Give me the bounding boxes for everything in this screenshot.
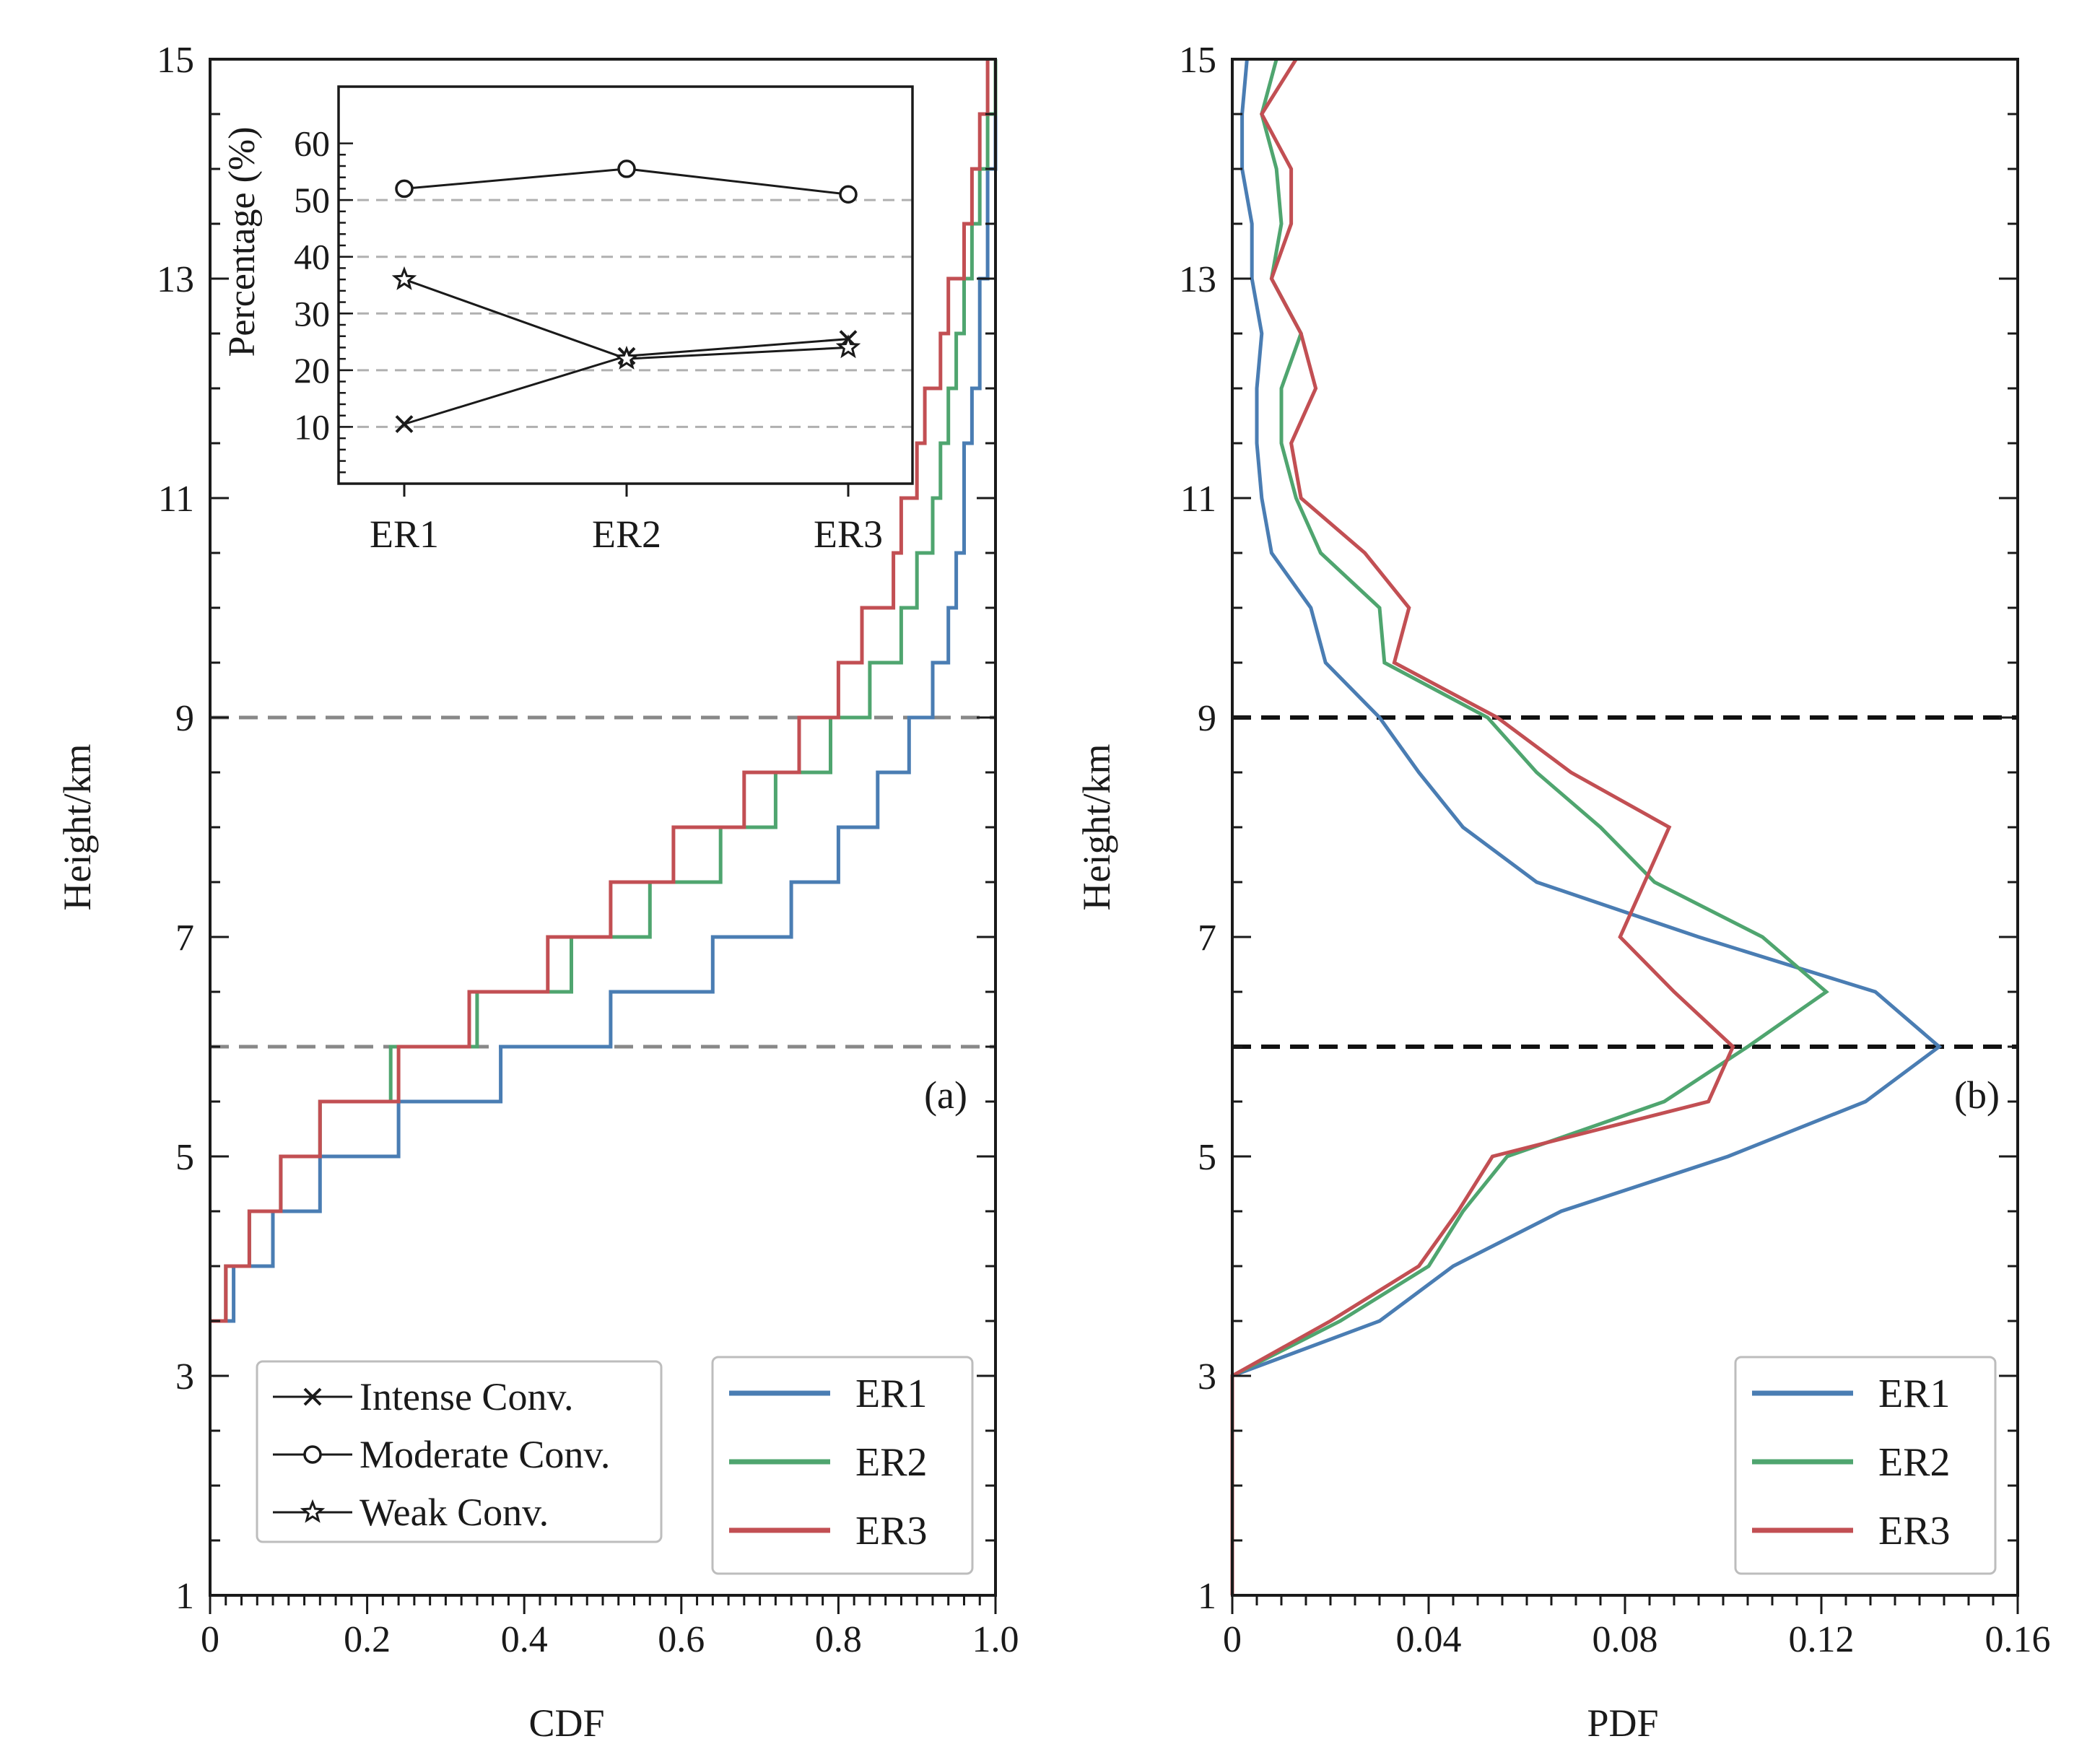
legend-label-er3: ER3 xyxy=(1878,1509,1951,1553)
inset-legend-marker-x xyxy=(303,1387,322,1406)
y-tick-label: 11 xyxy=(158,479,194,520)
inset-marker-star xyxy=(614,345,640,370)
y-tick-label: 13 xyxy=(157,259,194,300)
series-line-er3 xyxy=(1230,58,1735,1595)
inset-legend-marker-star xyxy=(300,1499,326,1523)
inset-y-tick-label: 10 xyxy=(294,406,330,447)
panel-a-x-axis-title: CDF xyxy=(528,1701,604,1744)
x-tick-label: 0.8 xyxy=(815,1619,862,1660)
x-tick-label: 0.12 xyxy=(1789,1619,1855,1660)
y-tick-label: 9 xyxy=(175,698,194,739)
panel-a-legend-box xyxy=(711,1356,974,1575)
inset-marker-star xyxy=(391,266,417,290)
panel-a-x-axis: 0 0.2 0.4 0.6 0.8 1.0 xyxy=(201,1595,1019,1660)
panel-b-x-axis: 0 0.04 0.08 0.12 0.16 xyxy=(1223,1595,2051,1660)
y-tick-label: 11 xyxy=(1180,479,1216,520)
x-tick-label: 0.16 xyxy=(1985,1619,2051,1660)
inset-marker-star xyxy=(835,334,861,359)
inset-marker-o xyxy=(617,160,636,178)
panel-b-label: (b) xyxy=(1954,1073,2000,1117)
inset-x-tick-label: ER3 xyxy=(814,513,883,556)
y-tick-label: 7 xyxy=(175,917,194,959)
panel-a-label: (a) xyxy=(924,1073,967,1117)
inset-x-tick-label: ER1 xyxy=(370,513,439,556)
panel-a-y-axis-title: Height/km xyxy=(56,744,99,911)
x-tick-label: 0 xyxy=(1223,1619,1242,1660)
inset-marker-o xyxy=(839,185,858,204)
inset-gridlines xyxy=(339,199,912,428)
inset-y-tick-label: 60 xyxy=(294,123,330,164)
y-tick-label: 5 xyxy=(175,1137,194,1178)
y-tick-label: 5 xyxy=(1198,1137,1216,1178)
x-tick-label: 0.4 xyxy=(501,1619,548,1660)
x-tick-label: 0.08 xyxy=(1593,1619,1658,1660)
inset-percentage-chart: 10 20 30 40 50 60 ER1 ER2 ER3 Percentage (%) xyxy=(222,85,914,556)
panel-b-x-axis-title: PDF xyxy=(1587,1701,1658,1744)
legend-label-er2: ER2 xyxy=(855,1440,928,1485)
y-tick-label: 15 xyxy=(157,40,194,81)
panel-a-legend: ER1 ER2 ER3 xyxy=(711,1356,974,1575)
inset-legend-box xyxy=(256,1360,663,1543)
panel-b-series xyxy=(1230,58,1943,1595)
series-line-er3 xyxy=(210,59,990,1323)
inset-y-tick-label: 30 xyxy=(294,293,330,333)
inset-x-tick-label: ER2 xyxy=(592,513,661,556)
inset-y-axis-title: Percentage (%) xyxy=(222,126,263,357)
x-tick-label: 1.0 xyxy=(972,1619,1019,1660)
y-tick-label: 3 xyxy=(175,1356,194,1398)
x-tick-label: 0.2 xyxy=(344,1619,391,1660)
legend-label-er2: ER2 xyxy=(1878,1440,1951,1485)
inset-y-tick-label: 40 xyxy=(294,237,330,277)
inset-y-tick-label: 50 xyxy=(294,180,330,220)
y-tick-label: 3 xyxy=(1198,1356,1216,1398)
inset-legend-label: Intense Conv. xyxy=(360,1375,573,1418)
legend-label-er1: ER1 xyxy=(855,1372,928,1416)
inset-background xyxy=(339,87,912,484)
y-tick-label: 15 xyxy=(1179,40,1216,81)
x-tick-label: 0.04 xyxy=(1396,1619,1462,1660)
inset-legend-label: Weak Conv. xyxy=(360,1491,549,1534)
y-tick-label: 9 xyxy=(1198,698,1216,739)
x-tick-label: 0.6 xyxy=(658,1619,705,1660)
panel-b-legend-box xyxy=(1734,1356,1997,1575)
panel-b-y-axis-title: Height/km xyxy=(1075,744,1118,911)
series-line-er1 xyxy=(1230,58,1943,1595)
panel-a-series xyxy=(210,59,998,1323)
x-tick-label: 0 xyxy=(201,1619,219,1660)
y-tick-label: 7 xyxy=(1198,917,1216,959)
inset-legend-marker-o xyxy=(303,1445,322,1464)
inset-series xyxy=(391,160,861,433)
y-tick-label: 13 xyxy=(1179,259,1216,300)
series-line-er1 xyxy=(210,59,998,1323)
inset-legend-label: Moderate Conv. xyxy=(360,1433,610,1476)
panel-b-legend: ER1 ER2 ER3 xyxy=(1734,1356,1997,1575)
inset-legend: Intense Conv. Moderate Conv. Weak Conv. xyxy=(256,1360,663,1543)
y-tick-label: 1 xyxy=(1198,1576,1216,1617)
y-tick-label: 1 xyxy=(175,1576,194,1617)
panel-b-hlines xyxy=(1232,715,2018,1049)
legend-label-er3: ER3 xyxy=(855,1509,928,1553)
inset-y-tick-label: 20 xyxy=(294,350,330,391)
legend-label-er1: ER1 xyxy=(1878,1372,1951,1416)
inset-marker-o xyxy=(395,179,414,199)
inset-marker-x xyxy=(395,415,414,433)
inset-x-axis: ER1 ER2 ER3 xyxy=(370,484,883,556)
inset-y-axis: 10 20 30 40 50 60 xyxy=(294,123,353,485)
